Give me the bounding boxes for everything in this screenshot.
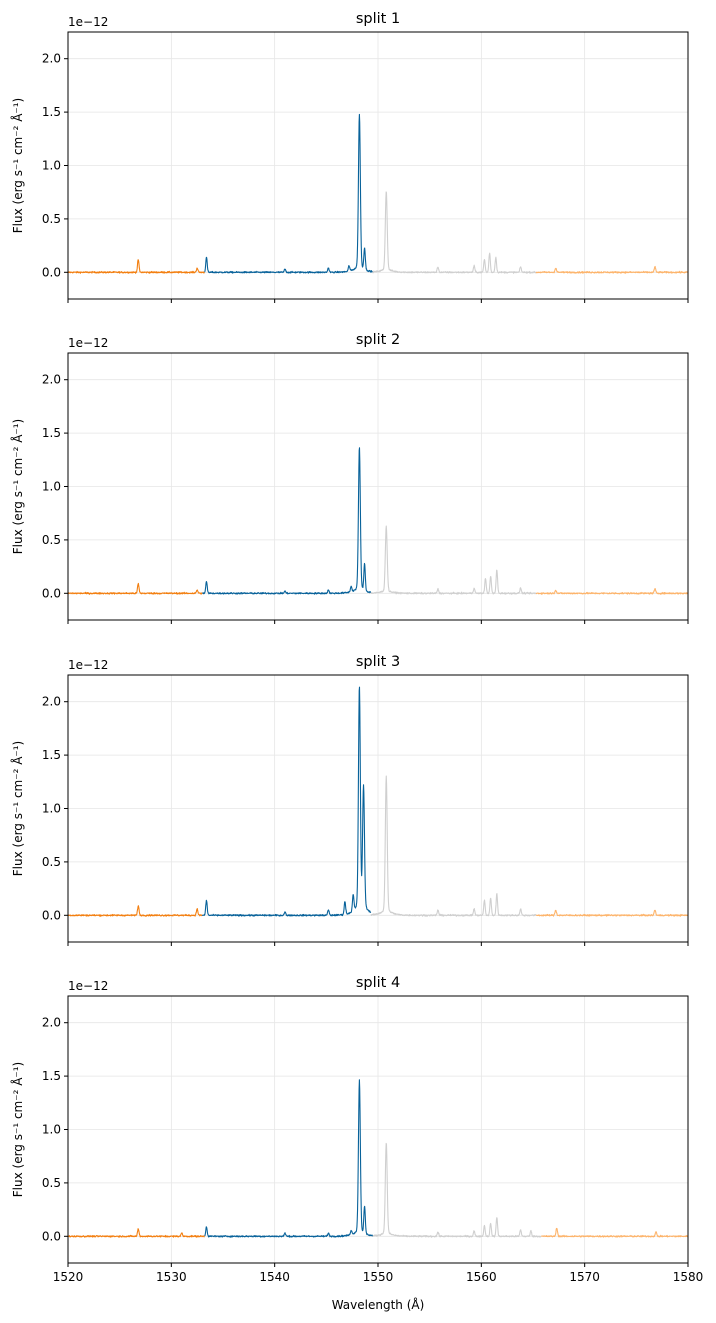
x-tick-label: 1560 xyxy=(466,1270,497,1284)
panel-3: 0.0 0.5 1.0 1.5 2.0 1e−12 split 3 Flux (erg s⁻¹… xyxy=(10,654,689,946)
y-tick-label: 0.0 xyxy=(42,265,61,279)
grid xyxy=(67,996,689,1263)
x-tick-label: 1520 xyxy=(53,1270,84,1284)
x-tick-label: 1580 xyxy=(673,1270,704,1284)
spectrum-segment-blue-line xyxy=(204,113,374,274)
x-tick-label: 1550 xyxy=(363,1270,394,1284)
y-tick-label: 1.5 xyxy=(42,426,61,440)
spectrum-segment-left-continuum xyxy=(68,1228,205,1238)
x-axis-label: Wavelength (Å) xyxy=(332,1297,425,1312)
y-tick-label: 1.0 xyxy=(42,159,61,173)
y-tick-label: 0.5 xyxy=(42,212,61,226)
spectrum-segment-right-continuum xyxy=(535,265,688,274)
panel-title: split 4 xyxy=(356,975,400,991)
spectrum-lines xyxy=(68,686,688,917)
y-tick-label: 0.0 xyxy=(42,586,61,600)
spectrum-lines xyxy=(68,1079,688,1238)
spectrum-segment-left-continuum xyxy=(68,905,203,917)
spectrum-segment-red-line xyxy=(372,1142,542,1238)
panel-2: 0.0 0.5 1.0 1.5 2.0 1e−12 split 2 Flux (erg s⁻¹… xyxy=(10,332,689,624)
y-offset-label: 1e−12 xyxy=(68,979,108,993)
grid xyxy=(67,32,689,299)
spectrum-segment-left-continuum xyxy=(68,259,205,274)
spectrum-segment-right-continuum xyxy=(540,1227,688,1238)
spectrum-segment-red-line xyxy=(370,525,537,595)
y-tick-label: 1.0 xyxy=(42,480,61,494)
spectrum-segment-red-line xyxy=(370,775,537,917)
spectrum-segment-blue-line xyxy=(204,1079,374,1238)
x-tick-label: 1530 xyxy=(156,1270,187,1284)
x-tick-label: 1570 xyxy=(569,1270,600,1284)
panel-4: 0.0 0.5 1.0 1.5 2.0 1520 1530 1540 1550 1560 1570 1… xyxy=(10,975,703,1284)
y-axis-label: Flux (erg s⁻¹ cm⁻² Å⁻¹) xyxy=(10,98,25,233)
x-tick-label: 1540 xyxy=(259,1270,290,1284)
y-tick-label: 2.0 xyxy=(42,695,61,709)
panel-title: split 2 xyxy=(356,332,400,348)
y-offset-label: 1e−12 xyxy=(68,336,108,350)
spectrum-segment-red-line xyxy=(372,191,537,274)
y-axis-label: Flux (erg s⁻¹ cm⁻² Å⁻¹) xyxy=(10,419,25,554)
spectrum-lines xyxy=(68,113,688,274)
grid xyxy=(67,353,689,620)
y-offset-label: 1e−12 xyxy=(68,658,108,672)
spectrum-lines xyxy=(68,447,688,595)
spectrum-segment-blue-line xyxy=(202,447,372,595)
y-tick-label: 1.0 xyxy=(42,1123,61,1137)
y-tick-label: 1.5 xyxy=(42,748,61,762)
panel-title: split 1 xyxy=(356,11,400,27)
y-offset-label: 1e−12 xyxy=(68,15,108,29)
spectrum-segment-left-continuum xyxy=(68,582,203,595)
grid xyxy=(67,675,689,942)
y-axis-label: Flux (erg s⁻¹ cm⁻² Å⁻¹) xyxy=(10,741,25,876)
panel-1: 0.0 0.5 1.0 1.5 2.0 1e−12 split 1 Flux (erg s⁻¹… xyxy=(10,11,689,303)
y-tick-label: 2.0 xyxy=(42,373,61,387)
y-tick-label: 0.5 xyxy=(42,855,61,869)
y-tick-label: 1.0 xyxy=(42,802,61,816)
y-axis-label: Flux (erg s⁻¹ cm⁻² Å⁻¹) xyxy=(10,1062,25,1197)
spectrum-segment-right-continuum xyxy=(535,587,688,595)
spectrum-segment-blue-line xyxy=(201,686,372,917)
y-tick-label: 0.0 xyxy=(42,1229,61,1243)
y-tick-label: 0.0 xyxy=(42,908,61,922)
spectrum-segment-right-continuum xyxy=(535,909,688,917)
y-tick-label: 2.0 xyxy=(42,52,61,66)
y-tick-label: 0.5 xyxy=(42,1176,61,1190)
y-tick-label: 2.0 xyxy=(42,1016,61,1030)
y-tick-label: 1.5 xyxy=(42,105,61,119)
panel-title: split 3 xyxy=(356,654,400,670)
y-tick-label: 1.5 xyxy=(42,1069,61,1083)
y-tick-label: 0.5 xyxy=(42,533,61,547)
